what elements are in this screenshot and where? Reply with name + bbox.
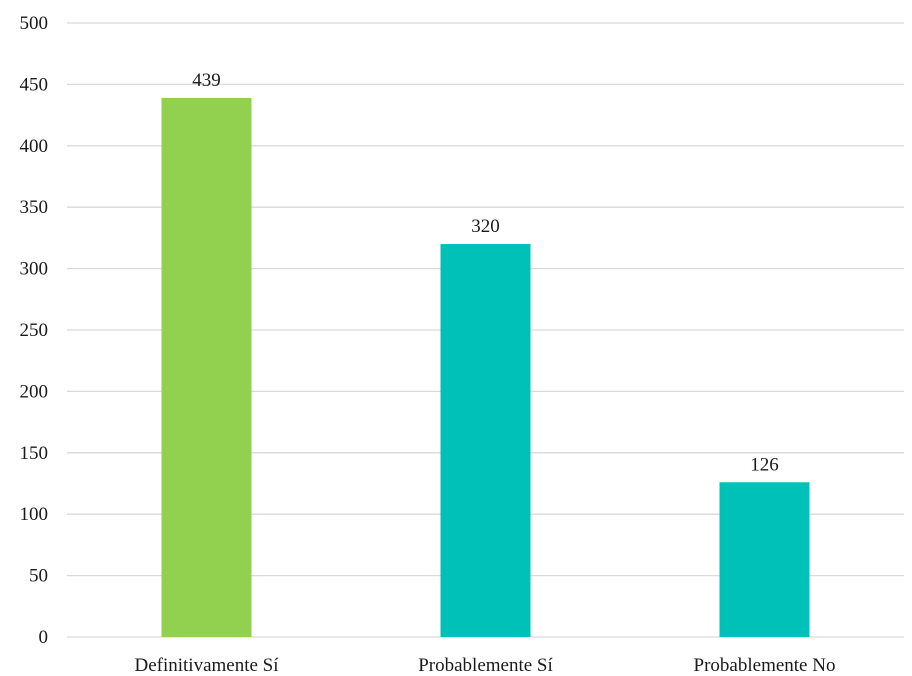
bar-1 [161, 97, 252, 637]
data-label: 126 [750, 454, 779, 475]
bars [161, 97, 810, 638]
bar-2 [440, 244, 531, 638]
y-tick-label: 50 [29, 566, 48, 587]
y-tick-label: 500 [20, 13, 49, 34]
x-category-label: Definitivamente Sí [134, 655, 279, 676]
data-label: 439 [192, 70, 221, 91]
x-category-label: Probablemente No [694, 655, 836, 676]
y-tick-label: 400 [20, 136, 49, 157]
data-labels: 439 320 126 [192, 70, 779, 475]
y-tick-label: 150 [20, 443, 49, 464]
y-tick-label: 300 [20, 259, 49, 280]
y-tick-label: 100 [20, 504, 49, 525]
x-axis-categories: Definitivamente Sí Probablemente Sí Probab… [134, 655, 835, 676]
y-tick-label: 450 [20, 74, 49, 95]
data-label: 320 [471, 216, 500, 237]
y-tick-label: 350 [20, 197, 49, 218]
y-tick-label: 200 [20, 381, 49, 402]
y-tick-label: 250 [20, 320, 49, 341]
y-axis-ticks: 0 50 100 150 200 250 300 350 400 450 500 [20, 13, 49, 648]
x-category-label: Probablemente Sí [418, 655, 553, 676]
bar-3 [719, 482, 810, 637]
y-tick-label: 0 [39, 627, 49, 648]
